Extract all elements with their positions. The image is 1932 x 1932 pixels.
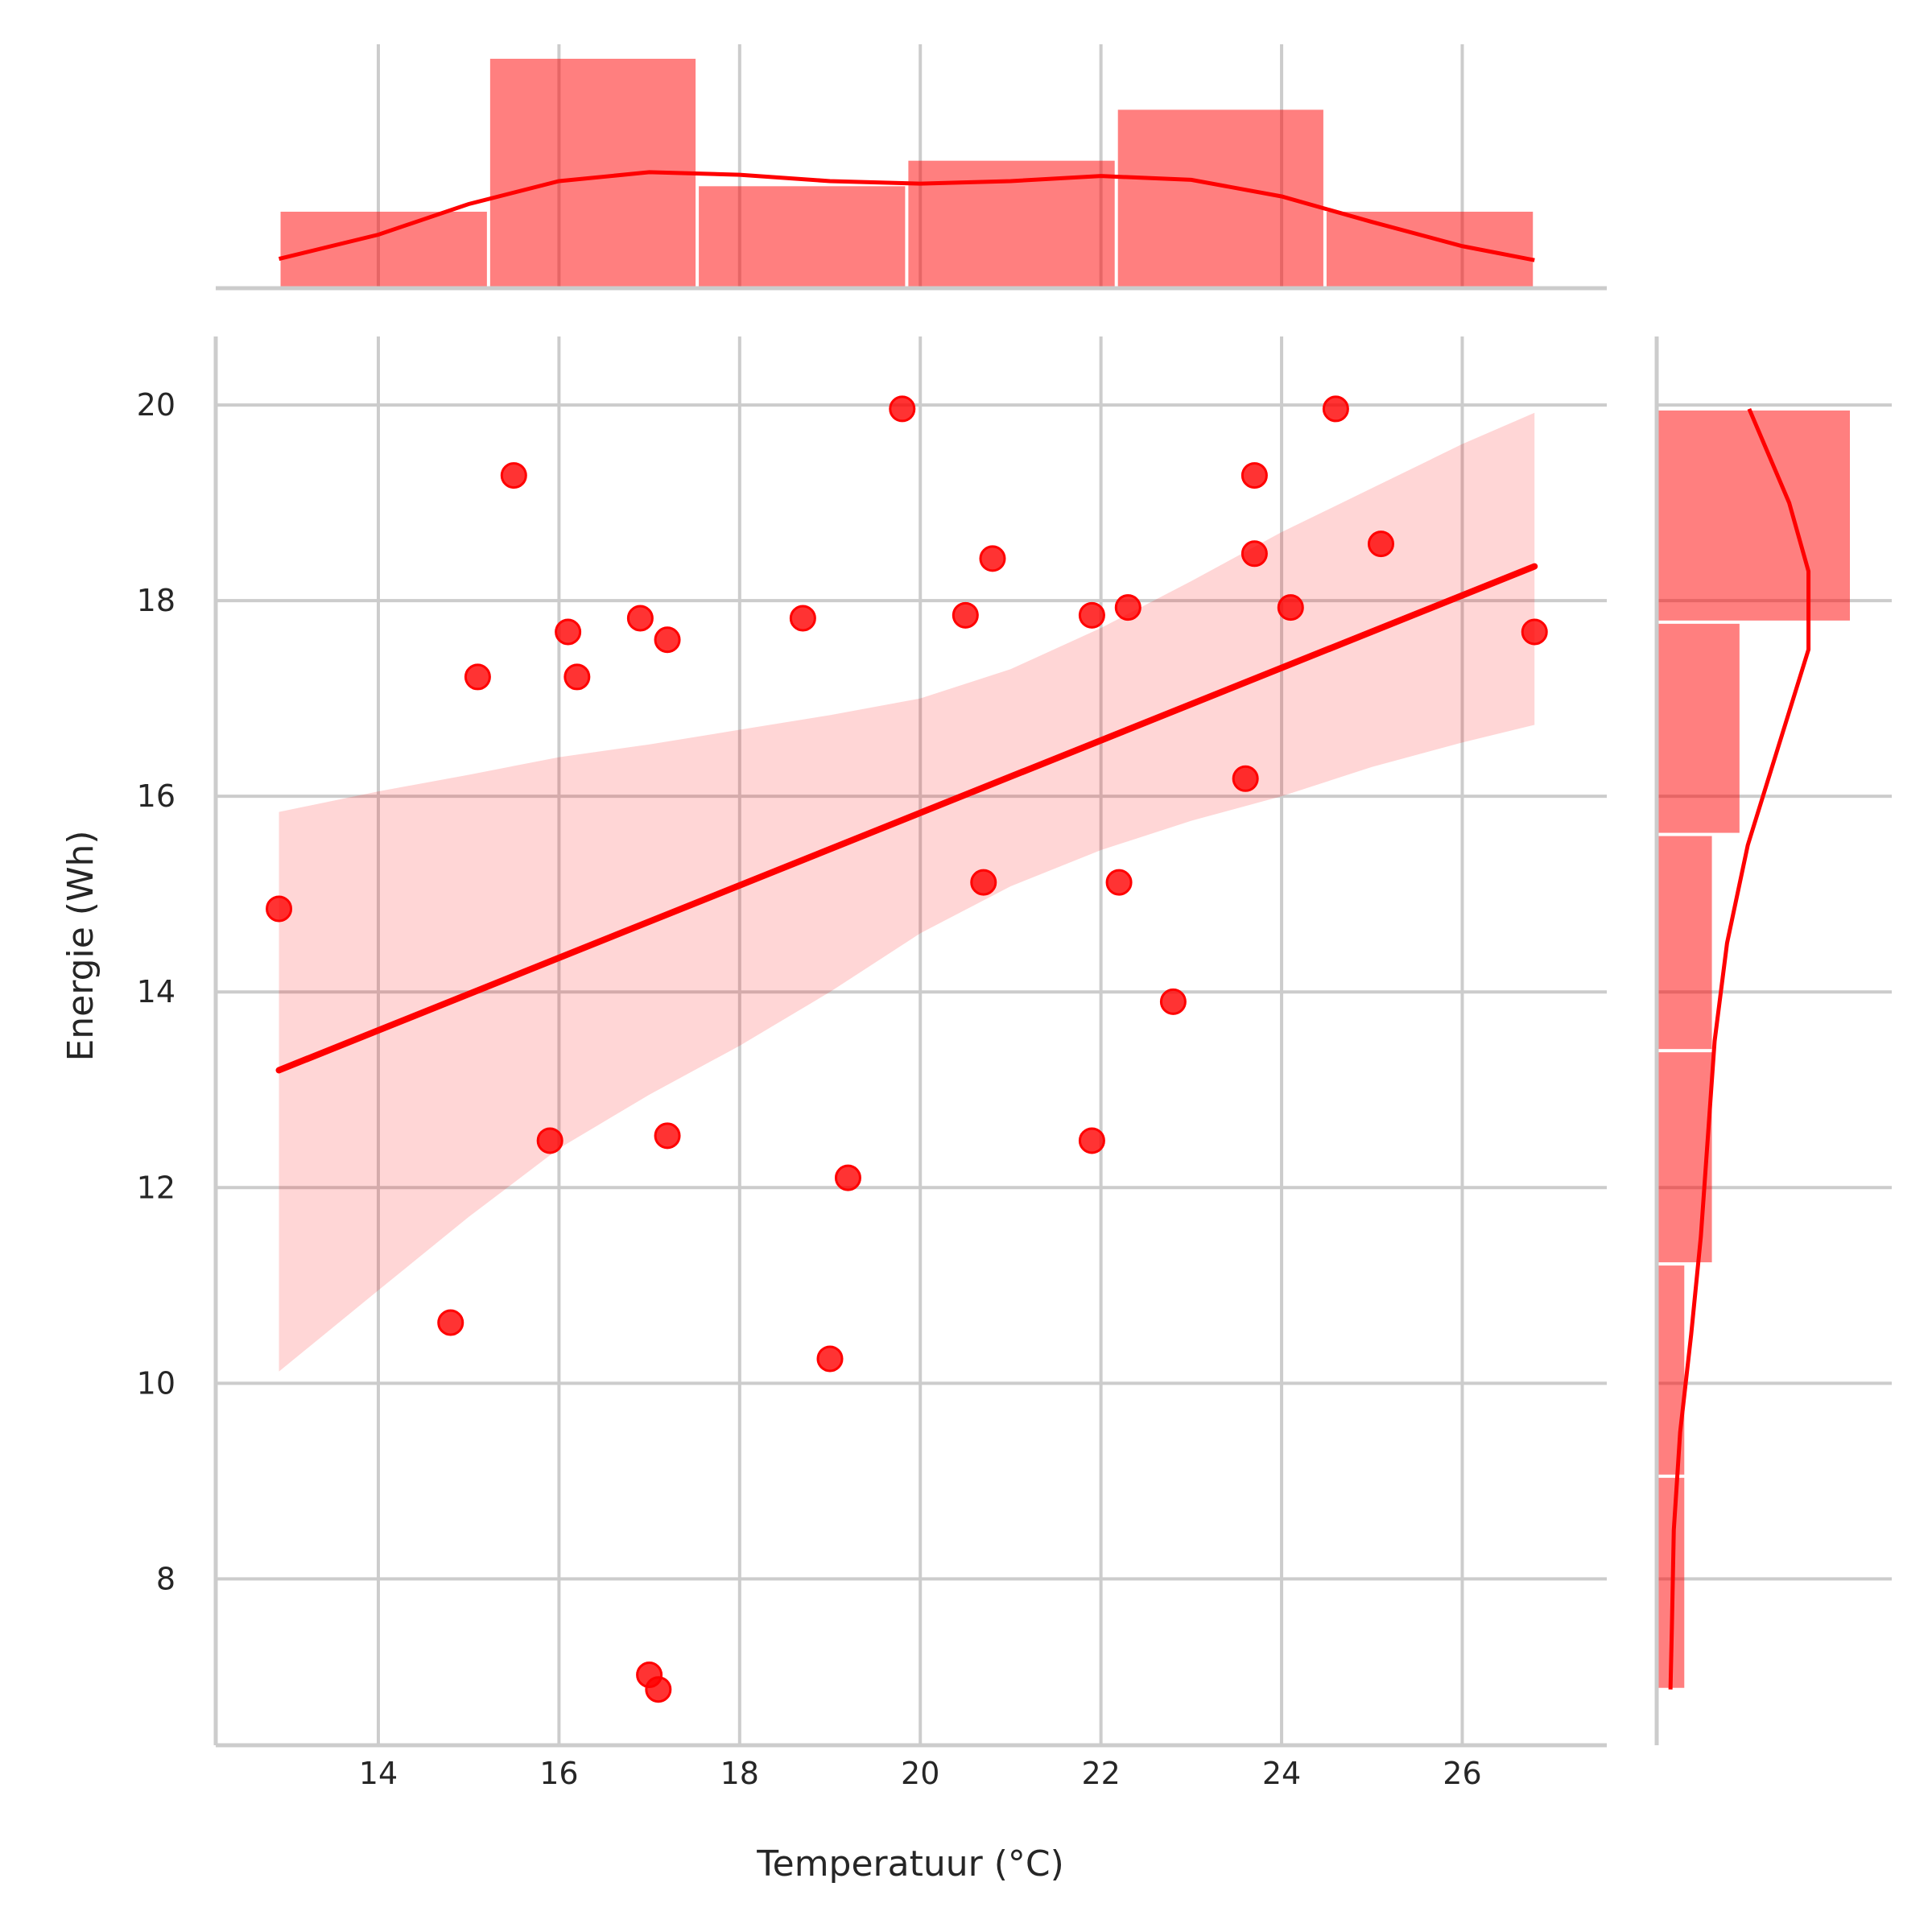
scatter-point-18 — [979, 545, 1006, 572]
scatter-point-6 — [564, 663, 591, 691]
x-tick-label-14: 14 — [359, 1756, 398, 1791]
scatter-point-22 — [1114, 594, 1141, 621]
scatter-point-28 — [1322, 395, 1349, 423]
scatter-point-24 — [1232, 765, 1259, 792]
scatter-point-9 — [645, 1676, 672, 1703]
scatter-points — [266, 395, 1548, 1703]
y-tick-label-12: 12 — [137, 1170, 175, 1205]
main-gridlines — [216, 44, 1892, 1745]
x-tick-label-20: 20 — [901, 1756, 939, 1791]
top-marginal-histogram — [278, 59, 1535, 288]
y-tick-label-16: 16 — [137, 778, 175, 814]
scatter-point-19 — [1078, 601, 1105, 629]
scatter-point-23 — [1159, 988, 1187, 1015]
scatter-point-4 — [536, 1127, 564, 1154]
x-tick-labels: 14 16 18 20 22 24 26 — [359, 1756, 1482, 1791]
x-axis-title: Temperatuur (°C) — [756, 1843, 1064, 1885]
scatter-point-2 — [464, 663, 491, 691]
y-tick-label-10: 10 — [137, 1365, 175, 1401]
x-tick-label-16: 16 — [539, 1756, 578, 1791]
right-kde-curve — [1668, 407, 1811, 1690]
scatter-point-14 — [834, 1164, 861, 1191]
scatter-point-7 — [626, 605, 654, 632]
regression-ci-band — [279, 412, 1535, 1372]
y-axis-title: Energie (Wh) — [60, 830, 101, 1061]
regression-line — [275, 563, 1538, 1074]
axis-spines — [213, 286, 1659, 1748]
scatter-point-3 — [500, 462, 527, 489]
x-tick-label-24: 24 — [1262, 1756, 1301, 1791]
y-tick-label-8: 8 — [156, 1561, 175, 1596]
scatter-point-30 — [1521, 618, 1548, 646]
scatter-point-16 — [952, 601, 979, 629]
regression-line-group — [275, 563, 1538, 1074]
top-hist-bar-2 — [699, 186, 906, 288]
x-tick-label-22: 22 — [1081, 1756, 1120, 1791]
right-hist-bar-3 — [1657, 836, 1712, 1050]
scatter-point-12 — [789, 605, 816, 632]
ci-band — [279, 412, 1535, 1372]
scatter-point-5 — [555, 618, 582, 646]
right-hist-bar-4 — [1657, 623, 1740, 833]
x-tick-label-26: 26 — [1443, 1756, 1481, 1791]
y-tick-label-14: 14 — [137, 974, 175, 1009]
scatter-point-29 — [1367, 530, 1394, 558]
right-marginal-histogram — [1657, 407, 1850, 1690]
top-hist-bar-5 — [1326, 212, 1534, 288]
y-tick-labels: 8 10 12 14 16 18 20 — [137, 387, 175, 1596]
scatter-point-10 — [654, 626, 681, 654]
y-tick-label-20: 20 — [137, 387, 175, 423]
x-tick-label-18: 18 — [720, 1756, 759, 1791]
y-tick-label-18: 18 — [137, 583, 175, 618]
scatter-point-20 — [1078, 1127, 1105, 1154]
top-kde-curve — [278, 170, 1535, 262]
scatter-point-27 — [1277, 594, 1304, 621]
scatter-point-11 — [654, 1122, 681, 1150]
scatter-point-21 — [1105, 869, 1133, 896]
scatter-point-13 — [816, 1345, 844, 1373]
scatter-point-26 — [1241, 540, 1268, 568]
right-hist-bar-2 — [1657, 1052, 1712, 1263]
scatter-point-25 — [1241, 462, 1268, 489]
scatter-point-15 — [889, 395, 916, 423]
scatter-point-17 — [970, 869, 997, 896]
right-hist-bar-5 — [1657, 410, 1850, 621]
scatter-point-1 — [437, 1309, 464, 1336]
scatter-point-0 — [266, 895, 293, 923]
